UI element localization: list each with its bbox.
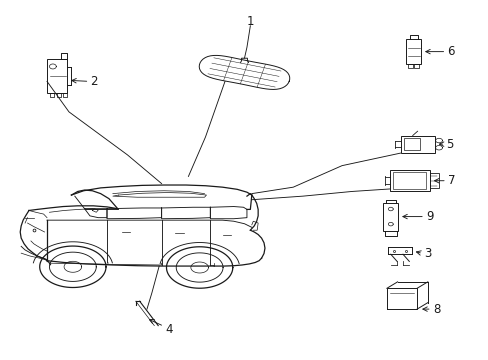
Text: 8: 8 (432, 303, 439, 316)
Bar (429, 173, 438, 188)
Bar (389, 170, 429, 192)
Text: 2: 2 (90, 75, 98, 88)
Bar (392, 172, 426, 189)
Text: 3: 3 (423, 247, 430, 260)
Text: 5: 5 (446, 138, 453, 150)
Text: 9: 9 (425, 210, 433, 223)
Bar (383, 203, 397, 230)
Bar (400, 135, 434, 153)
Bar (406, 40, 420, 64)
Text: 1: 1 (246, 15, 254, 28)
Text: 6: 6 (447, 45, 454, 58)
Bar (47, 59, 67, 93)
Text: 4: 4 (165, 323, 172, 336)
Bar (404, 138, 419, 150)
Text: 7: 7 (447, 174, 454, 187)
